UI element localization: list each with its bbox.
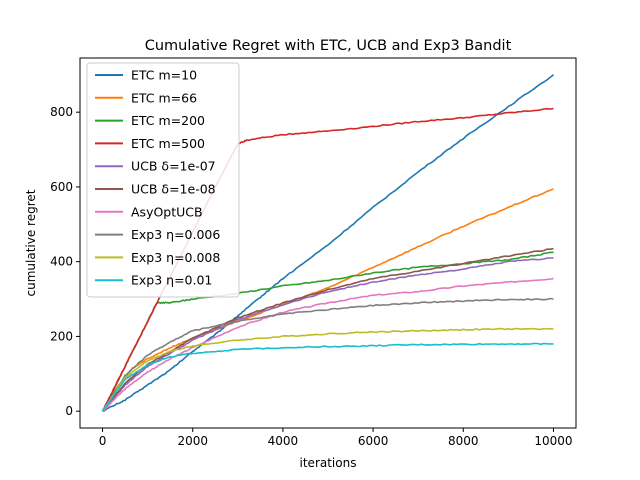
legend-label-asyoptucb: AsyOptUCB xyxy=(131,204,203,219)
legend: ETC m=10 ETC m=66 ETC m=200 ETC m=500 UCB δ=… xyxy=(86,62,240,298)
x-axis-label: iterations xyxy=(300,456,357,470)
plot-frame xyxy=(79,57,577,429)
chart-title: Cumulative Regret with ETC, UCB and Exp3… xyxy=(145,38,512,54)
legend-label-exp3-0-008: Exp3 η=0.008 xyxy=(131,250,220,265)
y-tick-label: 800 xyxy=(50,105,73,119)
legend-label-exp3-0-006: Exp3 η=0.006 xyxy=(131,227,220,242)
legend-label-etc-m-200: ETC m=200 xyxy=(131,113,205,128)
series-line-etc-m-10 xyxy=(102,74,554,412)
legend-box xyxy=(86,62,240,298)
x-tick-label: 0 xyxy=(99,434,107,448)
series-line-exp3-0-008 xyxy=(101,327,554,412)
y-tick-label: 600 xyxy=(50,180,73,194)
x-axis-ticks: 0 2000 4000 6000 8000 10000 xyxy=(99,428,573,448)
x-tick-label: 2000 xyxy=(177,434,208,448)
legend-label-etc-m-10: ETC m=10 xyxy=(131,68,197,83)
series-line-etc-m-500 xyxy=(101,107,554,412)
y-tick-label: 0 xyxy=(65,404,73,418)
series-line-asyoptucb xyxy=(102,277,554,412)
x-tick-label: 10000 xyxy=(534,434,572,448)
y-axis-ticks: 0 200 400 600 800 xyxy=(50,105,80,418)
legend-label-etc-m-500: ETC m=500 xyxy=(131,136,205,151)
x-tick-label: 6000 xyxy=(358,434,389,448)
legend-label-ucb-1e-08: UCB δ=1e-08 xyxy=(131,182,216,197)
series-line-exp3-0-006 xyxy=(101,297,554,412)
y-tick-label: 400 xyxy=(50,255,73,269)
legend-label-exp3-0-01: Exp3 η=0.01 xyxy=(131,273,212,288)
y-tick-label: 200 xyxy=(50,329,73,343)
legend-label-etc-m-66: ETC m=66 xyxy=(131,90,197,105)
series-line-exp3-0-01 xyxy=(101,342,554,412)
x-tick-label: 8000 xyxy=(448,434,479,448)
y-axis-label: cumulative regret xyxy=(24,189,38,296)
series-line-ucb-1e-07 xyxy=(101,257,554,412)
x-tick-label: 4000 xyxy=(268,434,299,448)
plot-lines xyxy=(101,74,554,412)
legend-label-ucb-1e-07: UCB δ=1e-07 xyxy=(131,159,216,174)
